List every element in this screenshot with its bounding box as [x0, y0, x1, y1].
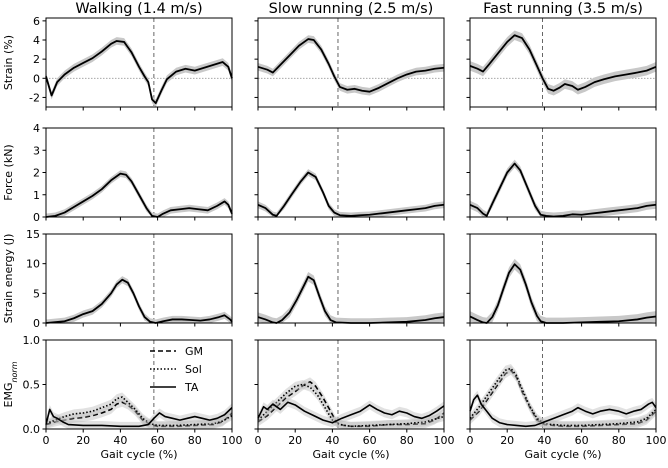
x-axis-label: Gait cycle (%)	[100, 448, 177, 461]
legend-label: Sol	[185, 363, 202, 376]
y-tick-label: 4	[33, 34, 40, 47]
panel	[466, 17, 657, 111]
emg-line-sol	[45, 396, 233, 427]
emg-line-gm	[257, 381, 445, 428]
y-tick-label: 1	[33, 189, 40, 202]
panel-frame	[257, 17, 445, 108]
x-tick-label: 20	[500, 434, 514, 447]
panel-frame	[469, 17, 657, 108]
x-tick-label: 60	[363, 434, 377, 447]
column-title: Slow running (2.5 m/s)	[269, 1, 434, 17]
y-tick-label: 6	[33, 15, 40, 28]
emg-band	[258, 380, 444, 429]
panel-frame	[469, 233, 657, 324]
x-tick-label: 80	[400, 434, 414, 447]
y-tick-label: 10	[26, 258, 40, 271]
y-axis-label: Strain (%)	[2, 35, 15, 90]
y-tick-label: 2	[33, 167, 40, 180]
legend-label: GM	[185, 345, 203, 358]
panel	[466, 233, 657, 327]
emg-line-sol	[257, 383, 445, 428]
mean-line	[45, 40, 233, 105]
x-tick-label: 60	[575, 434, 589, 447]
x-tick-label: 40	[113, 434, 127, 447]
emg-band	[470, 390, 656, 429]
panel-frame	[45, 17, 233, 108]
x-tick-label: 60	[151, 434, 165, 447]
panel	[254, 233, 445, 327]
emg-band	[470, 365, 656, 429]
panel: -2 0 2 4 6	[29, 15, 233, 111]
sd-band	[470, 258, 656, 323]
y-tick-label: 5	[33, 287, 40, 300]
y-tick-label: 2	[33, 53, 40, 66]
panel	[254, 127, 445, 221]
x-tick-label: 40	[325, 434, 339, 447]
mean-line	[257, 38, 445, 93]
y-tick-label: 0	[33, 211, 40, 224]
emg-line-ta	[45, 407, 233, 428]
emg-line-ta	[469, 394, 657, 428]
y-tick-label: 0.5	[23, 379, 41, 392]
y-axis-label: EMGnorm	[2, 361, 19, 407]
mean-line	[257, 275, 445, 324]
emg-band	[46, 403, 232, 429]
mean-line	[45, 278, 233, 324]
panel: 0 20 40 60 80 100 Gait cycle (%)	[254, 339, 455, 461]
mean-line	[257, 171, 445, 217]
x-tick-label: 20	[76, 434, 90, 447]
panel	[466, 127, 657, 221]
y-axis-label-main: EMG	[2, 383, 15, 408]
panel-frame	[45, 233, 233, 324]
emg-band	[258, 397, 444, 428]
x-tick-label: 80	[612, 434, 626, 447]
y-axis-label: Strain energy (J)	[2, 234, 15, 324]
panel	[254, 17, 445, 111]
mean-line	[469, 162, 657, 218]
x-tick-label: 0	[255, 434, 262, 447]
x-tick-label: 100	[434, 434, 455, 447]
y-tick-label: 0	[33, 317, 40, 330]
legend: GM Sol TA	[150, 345, 203, 394]
y-tick-label: 15	[26, 228, 40, 241]
mean-line	[469, 263, 657, 324]
x-tick-label: 100	[646, 434, 667, 447]
y-tick-label: 3	[33, 144, 40, 157]
panel: 0 5 10 15	[26, 228, 233, 330]
column-title: Walking (1.4 m/s)	[75, 1, 202, 17]
x-tick-label: 0	[467, 434, 474, 447]
sd-band	[470, 30, 656, 96]
y-axis-label: Force (kN)	[2, 144, 15, 200]
y-axis-label-subscript: norm	[10, 361, 19, 382]
x-tick-label: 20	[288, 434, 302, 447]
sd-band	[46, 37, 232, 107]
mean-line	[469, 34, 657, 92]
x-tick-label: 80	[188, 434, 202, 447]
x-axis-label: Gait cycle (%)	[312, 448, 389, 461]
sd-band	[258, 35, 444, 96]
emg-band	[46, 392, 232, 429]
y-tick-label: 4	[33, 122, 40, 135]
panel-frame	[257, 233, 445, 324]
x-tick-label: 40	[537, 434, 551, 447]
legend-label: TA	[184, 381, 199, 394]
y-tick-label: 0.0	[23, 423, 41, 436]
x-axis-label: Gait cycle (%)	[524, 448, 601, 461]
panel-frame	[469, 127, 657, 218]
column-title: Fast running (3.5 m/s)	[483, 1, 643, 17]
panel: 0 1 2 3 4	[33, 122, 233, 224]
emg-line-ta	[257, 401, 445, 424]
panel: 0.0 0.5 1.0 0 20 40 60 80 100 Gait cycle (%) GM Sol…	[23, 334, 243, 461]
mean-line	[45, 172, 233, 218]
panel: 0 20 40 60 80 100 Gait cycle (%)	[466, 339, 667, 461]
x-tick-label: 0	[43, 434, 50, 447]
sd-band	[46, 276, 232, 323]
y-tick-label: 0	[33, 72, 40, 85]
y-tick-label: 1.0	[23, 334, 41, 347]
x-tick-label: 100	[222, 434, 243, 447]
y-tick-label: -2	[29, 91, 40, 104]
emg-line-gm	[45, 401, 233, 428]
